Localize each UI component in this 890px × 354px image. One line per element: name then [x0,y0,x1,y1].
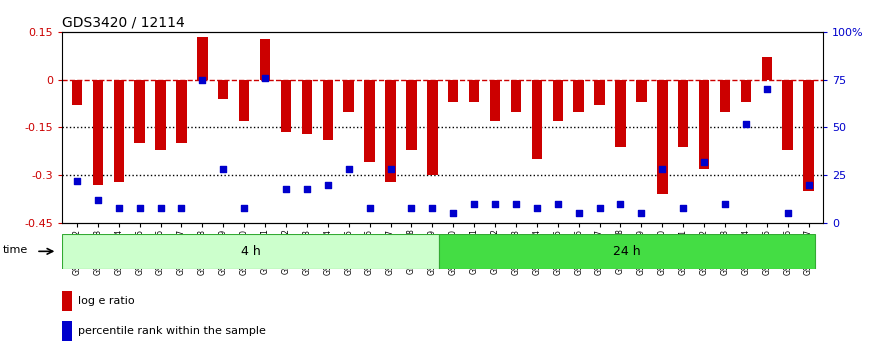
Bar [511,80,522,112]
Text: GDS3420 / 12114: GDS3420 / 12114 [62,15,185,29]
Bar [762,57,772,80]
Point [781,211,795,216]
Bar [678,80,688,147]
Point [279,186,293,192]
Bar [448,80,458,102]
Text: percentile rank within the sample: percentile rank within the sample [77,326,265,336]
Bar [260,39,271,80]
Bar [302,80,312,134]
Bar [573,80,584,112]
Bar [427,80,438,175]
Point [488,201,502,207]
Point [362,205,376,211]
Point [153,205,167,211]
Bar [699,80,709,169]
Point [718,201,732,207]
Bar [615,80,626,147]
Point [258,75,272,81]
Bar [740,80,751,102]
Point [571,211,586,216]
Point [655,167,669,172]
Point [739,121,753,126]
Bar [406,80,417,150]
Bar [385,80,396,182]
FancyBboxPatch shape [62,234,439,269]
Bar [804,80,813,191]
Point [635,211,649,216]
Point [802,182,816,188]
Point [91,197,105,203]
Bar [531,80,542,159]
Bar [62,320,72,341]
Bar [490,80,500,121]
Point [320,182,335,188]
Point [551,201,565,207]
Point [425,205,440,211]
Bar [218,80,229,99]
Bar [72,80,82,105]
Point [195,77,209,82]
Bar [239,80,249,121]
Bar [280,80,291,132]
Bar [657,80,668,194]
Point [613,201,627,207]
Point [133,205,147,211]
Bar [156,80,166,150]
Text: 4 h: 4 h [240,245,260,258]
FancyBboxPatch shape [439,234,815,269]
Bar [134,80,145,143]
Bar [595,80,605,105]
Point [300,186,314,192]
Point [69,178,84,184]
Text: log e ratio: log e ratio [77,296,134,306]
Bar [636,80,647,102]
Text: 24 h: 24 h [613,245,641,258]
Point [446,211,460,216]
Text: time: time [4,245,28,255]
Bar [62,291,72,311]
Point [384,167,398,172]
Point [342,167,356,172]
Bar [198,36,207,80]
Bar [344,80,354,112]
Bar [364,80,375,162]
Point [404,205,418,211]
Point [676,205,691,211]
Bar [322,80,333,140]
Point [467,201,481,207]
Bar [720,80,730,112]
Point [111,205,125,211]
Bar [114,80,124,182]
Point [509,201,523,207]
Point [237,205,251,211]
Point [760,86,774,92]
Point [530,205,544,211]
Bar [469,80,480,102]
Bar [93,80,103,185]
Bar [553,80,563,121]
Point [593,205,607,211]
Bar [782,80,793,150]
Point [697,159,711,165]
Point [174,205,189,211]
Point [216,167,231,172]
Bar [176,80,187,143]
